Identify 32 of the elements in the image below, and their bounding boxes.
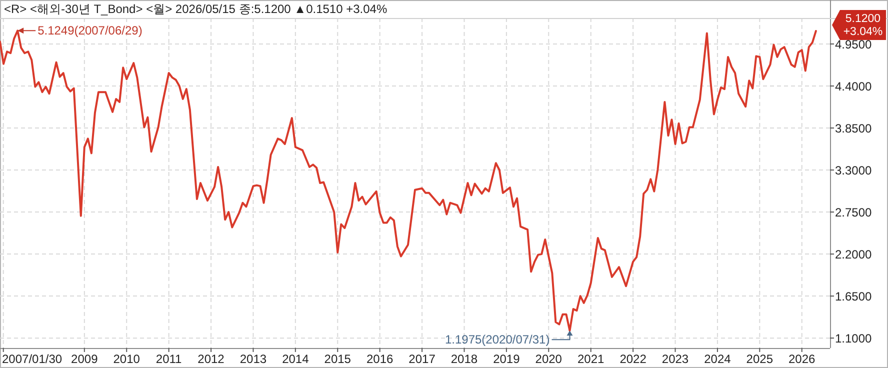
x-tick-label: 2023 (662, 352, 689, 366)
x-tick-label: 2017 (408, 352, 436, 366)
y-tick-label: 1.6500 (835, 290, 872, 304)
y-tick-label: 4.9500 (835, 37, 872, 52)
y-tick-label: 2.7500 (835, 206, 872, 220)
x-tick-label: 2018 (450, 352, 478, 366)
y-tick-label: 3.8500 (835, 122, 872, 136)
x-tick-label: 2014 (282, 352, 310, 366)
x-tick-label: 2021 (577, 352, 605, 366)
x-tick-label: 2019 (493, 352, 520, 366)
x-tick-label: 2026 (788, 352, 816, 366)
x-tick-label: 2024 (704, 352, 732, 366)
chart-title: <R> <해외-30년 T_Bond> <월> 2026/05/15 종:5.1200 ▲0.1510 +3.04% (4, 2, 388, 16)
x-tick-label: 2013 (240, 352, 267, 366)
x-tick-label: 2012 (198, 352, 225, 366)
y-tick-label: 4.4000 (835, 79, 872, 94)
x-tick-label: 2022 (620, 352, 647, 366)
y-tick-label: 2.2000 (835, 248, 872, 262)
y-tick-label: 3.3000 (835, 164, 872, 178)
annotation: 5.1249(2007/06/29) (38, 24, 142, 38)
x-tick-label: 2016 (366, 352, 394, 366)
x-tick-label: 2009 (71, 352, 98, 366)
x-tick-label: 2007/01/30 (2, 352, 62, 366)
annotation: 1.1975(2020/07/31) (444, 332, 550, 347)
x-tick-label: 2025 (746, 352, 774, 366)
x-tick-label: 2020 (535, 352, 562, 366)
text: 5.1200 (845, 12, 881, 25)
x-tick-label: 2011 (156, 352, 182, 366)
x-tick-label: 2010 (113, 352, 140, 366)
text: +3.04% (843, 26, 883, 38)
y-tick-label: 1.1000 (835, 332, 872, 346)
x-tick-label: 2015 (324, 352, 352, 366)
